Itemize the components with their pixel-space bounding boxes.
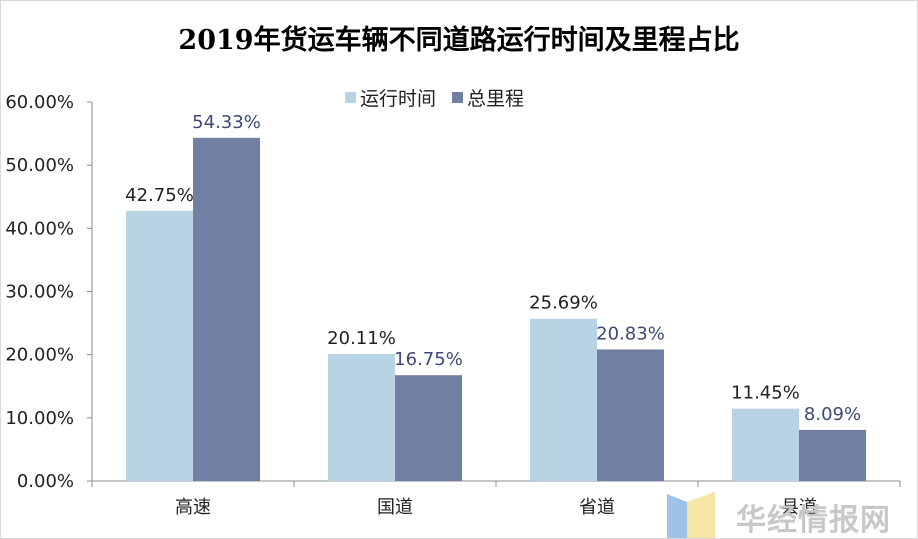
y-tick-label: 60.00% bbox=[5, 92, 74, 113]
legend-label-series-2: 总里程 bbox=[467, 88, 525, 110]
legend-swatch-series-1 bbox=[345, 92, 356, 103]
data-label: 54.33% bbox=[192, 112, 261, 133]
y-tick-label: 50.00% bbox=[5, 155, 74, 176]
y-tick-label: 40.00% bbox=[5, 218, 74, 239]
data-label: 11.45% bbox=[731, 383, 800, 404]
chart-title: 2019年货运车辆不同道路运行时间及里程占比 bbox=[178, 25, 740, 56]
y-tick-label: 0.00% bbox=[17, 471, 74, 492]
legend-label-series-1: 运行时间 bbox=[360, 88, 437, 110]
x-tick-label: 高速 bbox=[175, 497, 211, 518]
legend-item-series-2: 总里程 bbox=[452, 84, 524, 111]
legend-item-series-1: 运行时间 bbox=[345, 84, 436, 111]
data-label: 16.75% bbox=[394, 349, 463, 370]
legend-swatch-series-2 bbox=[452, 92, 464, 103]
watermark-logo bbox=[665, 488, 725, 538]
bar-1 bbox=[530, 318, 597, 481]
x-tick-label: 省道 bbox=[579, 497, 615, 518]
data-label: 20.11% bbox=[327, 328, 396, 349]
y-tick-label: 30.00% bbox=[5, 282, 74, 303]
bar-2 bbox=[597, 349, 664, 481]
bar-1 bbox=[732, 408, 799, 481]
chart-legend: 运行时间 总里程 bbox=[345, 84, 540, 111]
bar-2 bbox=[799, 429, 866, 481]
bar-1 bbox=[126, 210, 193, 481]
data-label: 42.75% bbox=[125, 185, 194, 206]
x-tick-label: 国道 bbox=[377, 497, 413, 518]
data-label: 25.69% bbox=[529, 293, 598, 314]
bar-2 bbox=[193, 137, 260, 482]
x-tick-label: 县道 bbox=[781, 497, 817, 518]
watermark-logo-graphic bbox=[667, 492, 715, 538]
bar-1 bbox=[328, 353, 395, 481]
y-tick-label: 10.00% bbox=[5, 408, 74, 429]
y-tick-label: 20.00% bbox=[5, 345, 74, 366]
data-label: 20.83% bbox=[596, 323, 665, 344]
bar-2 bbox=[395, 375, 462, 481]
data-label: 8.09% bbox=[804, 404, 861, 425]
watermark-text: 华经情报网 bbox=[736, 503, 891, 538]
